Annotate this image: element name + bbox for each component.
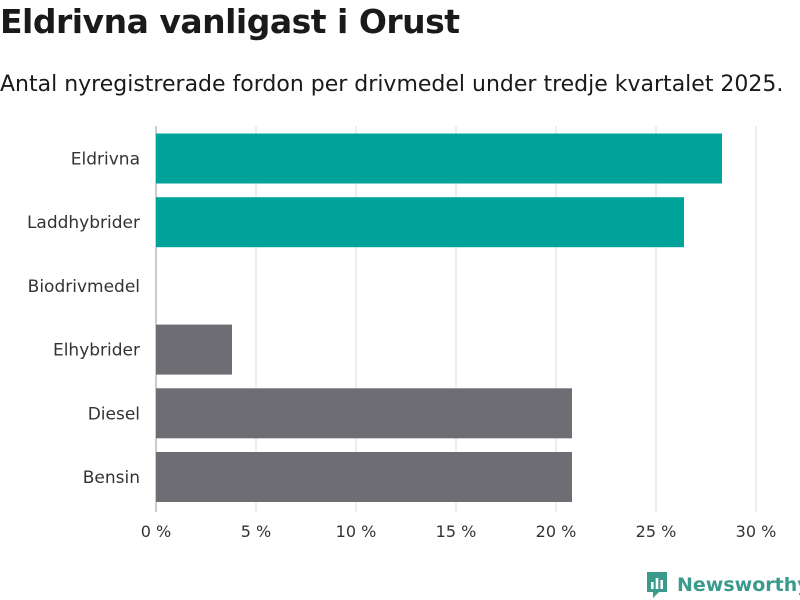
category-label: Diesel — [88, 404, 140, 424]
bar-diesel — [156, 388, 572, 439]
category-label: Bensin — [83, 468, 140, 488]
newsworthy-logo-icon — [647, 572, 667, 598]
x-axis-ticks: 0 % 5 % 10 % 15 % 20 % 25 % 30 % — [141, 522, 777, 541]
category-label: Eldrivna — [71, 150, 140, 170]
bar-bensin — [156, 452, 572, 502]
category-label: Biodrivmedel — [28, 277, 140, 297]
x-tick-label: 20 % — [536, 522, 577, 541]
x-tick-label: 5 % — [241, 522, 271, 541]
bar-laddhybrider — [156, 197, 684, 248]
chart-title: Eldrivna vanligast i Orust — [0, 2, 460, 41]
x-tick-label: 15 % — [436, 522, 477, 541]
category-label: Elhybrider — [53, 341, 140, 361]
x-tick-label: 10 % — [336, 522, 377, 541]
bar-elhybrider — [156, 324, 232, 375]
chart-subtitle: Antal nyregistrerade fordon per drivmede… — [0, 72, 784, 97]
grid-lines — [155, 126, 757, 512]
bar-eldrivna — [156, 133, 722, 184]
category-label: Laddhybrider — [27, 213, 140, 233]
newsworthy-logo-text: Newsworthy — [677, 574, 800, 596]
bars — [156, 133, 722, 502]
x-tick-label: 30 % — [736, 522, 777, 541]
newsworthy-logo: Newsworthy — [645, 570, 800, 600]
x-tick-label: 0 % — [141, 522, 171, 541]
category-labels: Eldrivna Laddhybrider Biodrivmedel Elhybrid… — [27, 150, 140, 489]
x-tick-label: 25 % — [636, 522, 677, 541]
